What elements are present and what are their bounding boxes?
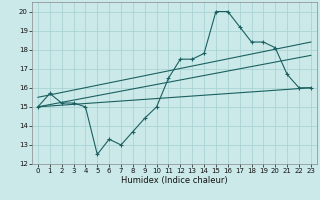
X-axis label: Humidex (Indice chaleur): Humidex (Indice chaleur)	[121, 176, 228, 185]
